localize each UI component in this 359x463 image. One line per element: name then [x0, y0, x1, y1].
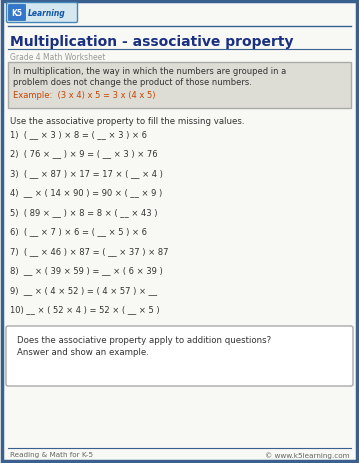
Text: In multiplication, the way in which the numbers are grouped in a: In multiplication, the way in which the …	[13, 67, 286, 76]
Text: © www.k5learning.com: © www.k5learning.com	[265, 451, 350, 458]
Text: 7)  ( __ × 46 ) × 87 = ( __ × 37 ) × 87: 7) ( __ × 46 ) × 87 = ( __ × 37 ) × 87	[10, 246, 168, 256]
Text: K5: K5	[11, 9, 23, 18]
Text: 9)  __ × ( 4 × 52 ) = ( 4 × 57 ) × __: 9) __ × ( 4 × 52 ) = ( 4 × 57 ) × __	[10, 285, 157, 294]
Text: Answer and show an example.: Answer and show an example.	[17, 347, 149, 356]
Text: 6)  ( __ × 7 ) × 6 = ( __ × 5 ) × 6: 6) ( __ × 7 ) × 6 = ( __ × 5 ) × 6	[10, 227, 147, 236]
Text: Reading & Math for K-5: Reading & Math for K-5	[10, 451, 93, 457]
Text: Grade 4 Math Worksheet: Grade 4 Math Worksheet	[10, 53, 106, 62]
Text: 2)  ( 76 × __ ) × 9 = ( __ × 3 ) × 76: 2) ( 76 × __ ) × 9 = ( __ × 3 ) × 76	[10, 149, 158, 158]
Text: Example:  (3 x 4) x 5 = 3 x (4 x 5): Example: (3 x 4) x 5 = 3 x (4 x 5)	[13, 91, 155, 100]
Text: 4)  __ × ( 14 × 90 ) = 90 × ( __ × 9 ): 4) __ × ( 14 × 90 ) = 90 × ( __ × 9 )	[10, 188, 162, 197]
FancyBboxPatch shape	[6, 4, 78, 24]
FancyBboxPatch shape	[8, 63, 351, 109]
FancyBboxPatch shape	[9, 6, 25, 21]
Text: Does the associative property apply to addition questions?: Does the associative property apply to a…	[17, 335, 271, 344]
Text: 10) __ × ( 52 × 4 ) = 52 × ( __ × 5 ): 10) __ × ( 52 × 4 ) = 52 × ( __ × 5 )	[10, 305, 160, 314]
Text: problem does not change the product of those numbers.: problem does not change the product of t…	[13, 78, 252, 87]
FancyBboxPatch shape	[6, 326, 353, 386]
Text: 8)  __ × ( 39 × 59 ) = __ × ( 6 × 39 ): 8) __ × ( 39 × 59 ) = __ × ( 6 × 39 )	[10, 266, 163, 275]
Text: Learning: Learning	[28, 9, 66, 18]
Text: Multiplication - associative property: Multiplication - associative property	[10, 35, 294, 49]
Text: 3)  ( __ × 87 ) × 17 = 17 × ( __ × 4 ): 3) ( __ × 87 ) × 17 = 17 × ( __ × 4 )	[10, 169, 163, 178]
Text: Use the associative property to fill the missing values.: Use the associative property to fill the…	[10, 117, 244, 126]
Text: 1)  ( __ × 3 ) × 8 = ( __ × 3 ) × 6: 1) ( __ × 3 ) × 8 = ( __ × 3 ) × 6	[10, 130, 147, 139]
Text: 5)  ( 89 × __ ) × 8 = 8 × ( __ × 43 ): 5) ( 89 × __ ) × 8 = 8 × ( __ × 43 )	[10, 207, 158, 217]
